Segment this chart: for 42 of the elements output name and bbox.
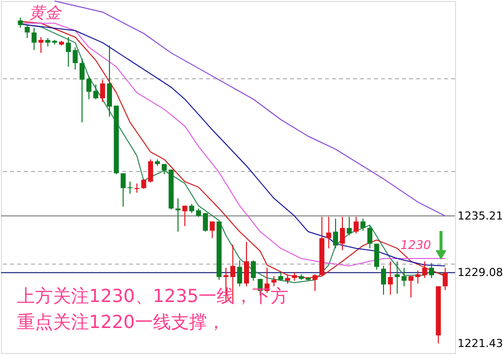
candlestick [100,79,106,102]
candlestick [182,205,188,227]
candlestick [202,212,208,232]
candlestick [120,172,126,208]
candlestick [237,260,242,287]
candlestick [250,260,256,282]
candlestick [128,181,133,194]
candlestick [189,203,194,214]
candlestick [354,216,359,234]
annotation: 1230 [400,238,432,252]
candlestick [429,262,434,278]
candlestick [367,226,372,249]
candlestick [340,216,345,251]
candlestick [381,265,386,296]
y-tick-label: 1229.08 [458,266,503,280]
y-tick-label: 1221.43 [458,336,503,350]
candlestick [24,24,30,39]
candlestick [141,178,146,190]
annotation: 重点关注1220一线支撑， [17,312,225,333]
candlestick [346,216,352,236]
candlestick [210,220,215,239]
candlestick [408,276,414,298]
candlestick [360,218,366,232]
candlestick [388,260,393,296]
candlestick [80,58,85,123]
candlestick [442,267,448,291]
candlestick [86,76,92,100]
candlestick [93,84,98,100]
candlestick [326,216,332,249]
candlestick [244,241,249,287]
candlestick [402,267,407,287]
candlestick [148,158,154,184]
candlestick [333,218,338,249]
candlestick [312,274,318,292]
candlestick [32,27,37,51]
chart-title: 黄金 [29,3,63,22]
candlestick [175,198,180,232]
candlestick [106,44,112,118]
y-tick-label: 1235.21 [458,209,503,222]
candlestick [18,17,23,28]
candlestick [134,182,140,194]
candlestick [374,243,380,270]
